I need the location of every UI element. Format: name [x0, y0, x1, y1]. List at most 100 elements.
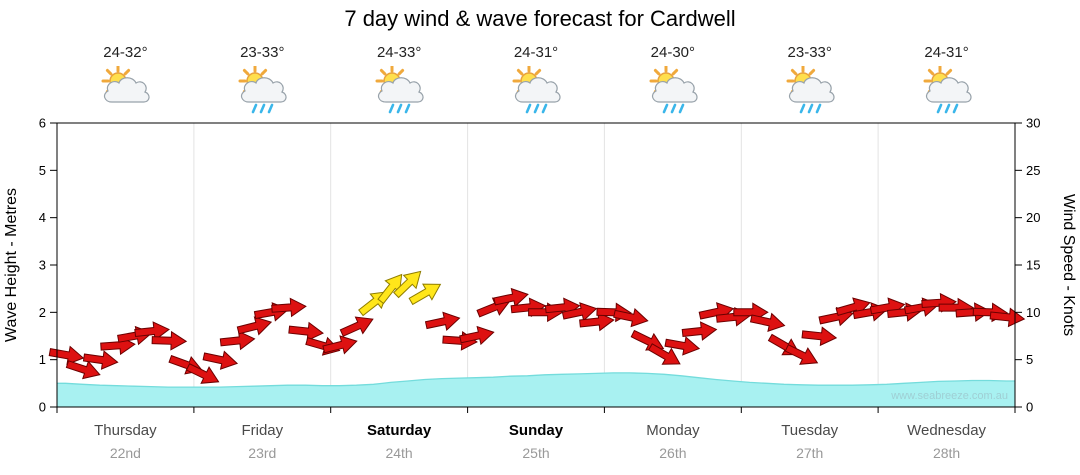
wind-arrow	[236, 316, 273, 336]
rain-drop-icon	[952, 103, 958, 114]
wind-arrow	[648, 343, 681, 365]
sun-ray	[945, 68, 952, 76]
wind-arrow-glyph	[664, 336, 701, 356]
wind-arrow-glyph	[219, 330, 256, 351]
sun-ray	[124, 68, 131, 76]
weather-icon-partly-cloudy-showers	[375, 66, 424, 114]
wind-arrow	[185, 363, 220, 384]
wind-arrow-glyph	[613, 307, 649, 328]
wind-arrow-glyph	[989, 307, 1026, 328]
wind-arrow	[322, 335, 358, 355]
wind-arrow-glyph	[749, 312, 786, 332]
day-header: 24-32° 23-33° 24-33° 24-31° 24-30° 23-33° 24-3…	[0, 44, 1080, 120]
wind-arrow	[339, 316, 374, 337]
wind-arrow	[202, 350, 239, 370]
plot-background	[57, 123, 1015, 407]
cloud-icon	[514, 77, 561, 103]
wind-tick-label: 0	[1026, 400, 1033, 415]
day-date-label: 22nd	[110, 445, 141, 461]
wind-arrow-glyph	[408, 283, 442, 306]
rain-drop-icon	[267, 103, 274, 114]
wind-arrow-glyph	[681, 321, 718, 341]
wind-arrow	[681, 321, 718, 341]
wind-arrow	[749, 312, 786, 332]
sun-ray	[260, 68, 268, 76]
wind-arrow-glyph	[493, 287, 529, 308]
wind-arrow-glyph	[459, 325, 495, 346]
temperature-range: 23-33°	[787, 44, 832, 61]
wind-arrow-glyph	[322, 335, 358, 355]
wave-tick-label: 6	[39, 118, 46, 131]
weather-icon-partly-cloudy-showers	[649, 66, 698, 114]
wind-arrow	[989, 307, 1026, 328]
day-name-label: Monday	[646, 422, 700, 439]
wind-arrow-glyph	[236, 316, 273, 336]
rain-drop-icon	[251, 103, 258, 114]
wave-tick-label: 2	[39, 305, 46, 320]
cloud-icon	[378, 77, 424, 103]
wind-arrow	[561, 302, 598, 322]
wind-tick-label: 5	[1026, 352, 1033, 367]
wind-arrow-glyph	[82, 350, 119, 370]
cloud-icon	[925, 77, 972, 103]
wind-arrow-glyph	[579, 311, 615, 332]
wave-tick-label: 1	[39, 352, 46, 367]
temperature-range: 24-31°	[924, 44, 969, 61]
day-date-label: 24th	[385, 445, 412, 461]
sun-ray	[671, 68, 678, 76]
day-name-label: Saturday	[367, 422, 432, 439]
wind-arrow	[288, 321, 324, 342]
cloud-icon	[241, 77, 287, 103]
rain-drop-icon	[541, 103, 548, 114]
day-name-label: Tuesday	[781, 422, 838, 439]
wind-arrow	[48, 345, 85, 366]
wind-arrow-glyph	[202, 350, 239, 370]
sun-ray	[534, 68, 542, 76]
rain-drop-icon	[396, 103, 403, 114]
chart-title: 7 day wind & wave forecast for Cardwell	[344, 6, 736, 31]
weather-icon-partly-cloudy-showers	[238, 66, 287, 114]
day-date-label: 23rd	[248, 445, 276, 461]
wave-tick-label: 4	[39, 210, 46, 225]
wind-arrow	[664, 336, 701, 356]
day-name-label: Sunday	[509, 422, 564, 439]
right-axis-label: Wind Speed - Knots	[1060, 194, 1077, 336]
wind-arrow	[459, 325, 495, 346]
weather-icon-partly-cloudy-showers	[923, 66, 972, 114]
rain-drop-icon	[678, 103, 685, 114]
day-date-label: 25th	[522, 445, 549, 461]
wind-arrow-glyph	[271, 297, 307, 318]
wind-arrow	[424, 311, 461, 331]
wind-tick-label: 20	[1026, 210, 1040, 225]
wind-arrow	[271, 297, 307, 318]
wind-arrow	[82, 350, 119, 370]
temperature-range: 24-31°	[513, 44, 559, 61]
rain-drop-icon	[944, 103, 950, 114]
wind-arrow	[219, 330, 256, 351]
wind-tick-label: 25	[1026, 163, 1040, 178]
wind-arrow-glyph	[48, 345, 85, 366]
watermark: www.seabreeze.com.au	[890, 390, 1008, 402]
left-axis-label: Wave Height - Metres	[3, 188, 20, 342]
wind-arrow-glyph	[784, 344, 819, 365]
day-date-label: 26th	[659, 445, 686, 461]
wind-tick-label: 10	[1026, 305, 1040, 320]
sun-ray	[927, 68, 934, 76]
wind-arrow-glyph	[377, 273, 403, 305]
wind-arrow-glyph	[801, 326, 838, 347]
rain-drop-icon	[662, 103, 669, 114]
wind-arrow	[613, 307, 649, 328]
wind-arrow	[801, 326, 838, 347]
rain-drop-icon	[259, 103, 266, 114]
wind-arrow	[65, 360, 101, 380]
weather-icon-partly-cloudy-showers	[786, 66, 835, 114]
rain-drop-icon	[936, 103, 942, 114]
wind-arrow	[134, 321, 170, 341]
wind-arrow-glyph	[339, 316, 374, 337]
cloud-icon	[651, 77, 698, 103]
wind-arrow	[151, 330, 188, 351]
wind-arrow-glyph	[424, 311, 461, 331]
sun-ray	[106, 68, 113, 76]
day-date-label: 28th	[933, 445, 960, 461]
wind-arrow	[408, 283, 442, 306]
